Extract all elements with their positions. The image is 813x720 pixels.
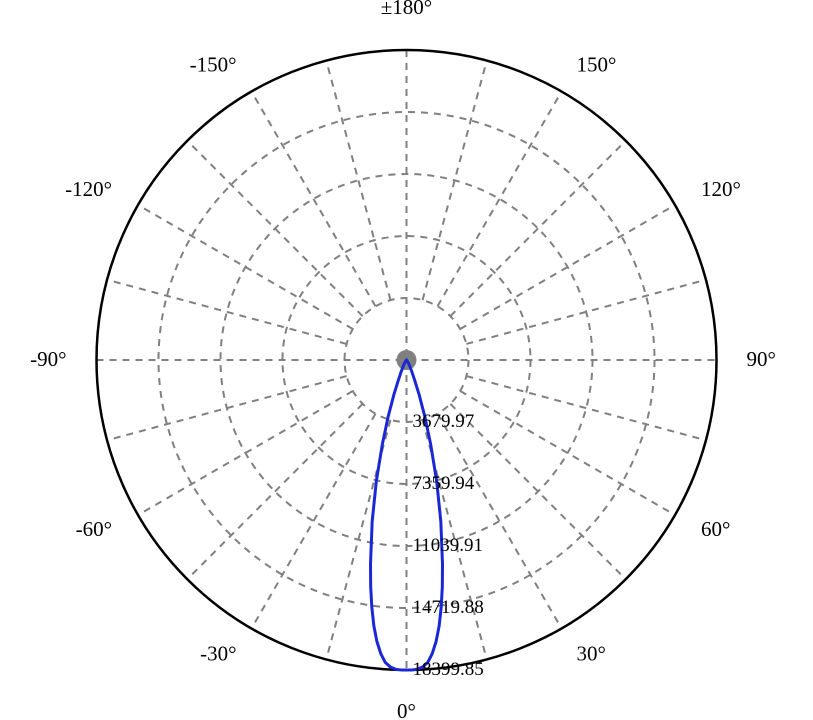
- angle-label: ±180°: [381, 0, 432, 19]
- angle-label: -120°: [65, 177, 112, 201]
- angle-label: -90°: [30, 347, 66, 371]
- angle-label: 90°: [747, 347, 776, 371]
- angle-label: 60°: [701, 517, 730, 541]
- angle-label: 0°: [397, 699, 416, 720]
- polar-svg: 3679.97 7359.94 11039.91 14719.88 18399.85 0°…: [0, 0, 813, 720]
- polar-chart: 3679.97 7359.94 11039.91 14719.88 18399.85 0°…: [0, 0, 813, 720]
- radial-tick-label: 11039.91: [413, 535, 484, 556]
- angle-label: -150°: [190, 53, 237, 77]
- angle-label: -60°: [76, 517, 112, 541]
- angle-label: 150°: [577, 53, 617, 77]
- angle-label: 30°: [577, 641, 606, 665]
- angle-label: -30°: [200, 641, 236, 665]
- angle-label: 120°: [701, 177, 741, 201]
- radial-tick-label: 14719.88: [413, 597, 484, 618]
- radial-tick-label: 18399.85: [413, 659, 484, 680]
- radial-tick-label: 7359.94: [413, 473, 475, 494]
- radial-tick-label: 3679.97: [413, 411, 475, 432]
